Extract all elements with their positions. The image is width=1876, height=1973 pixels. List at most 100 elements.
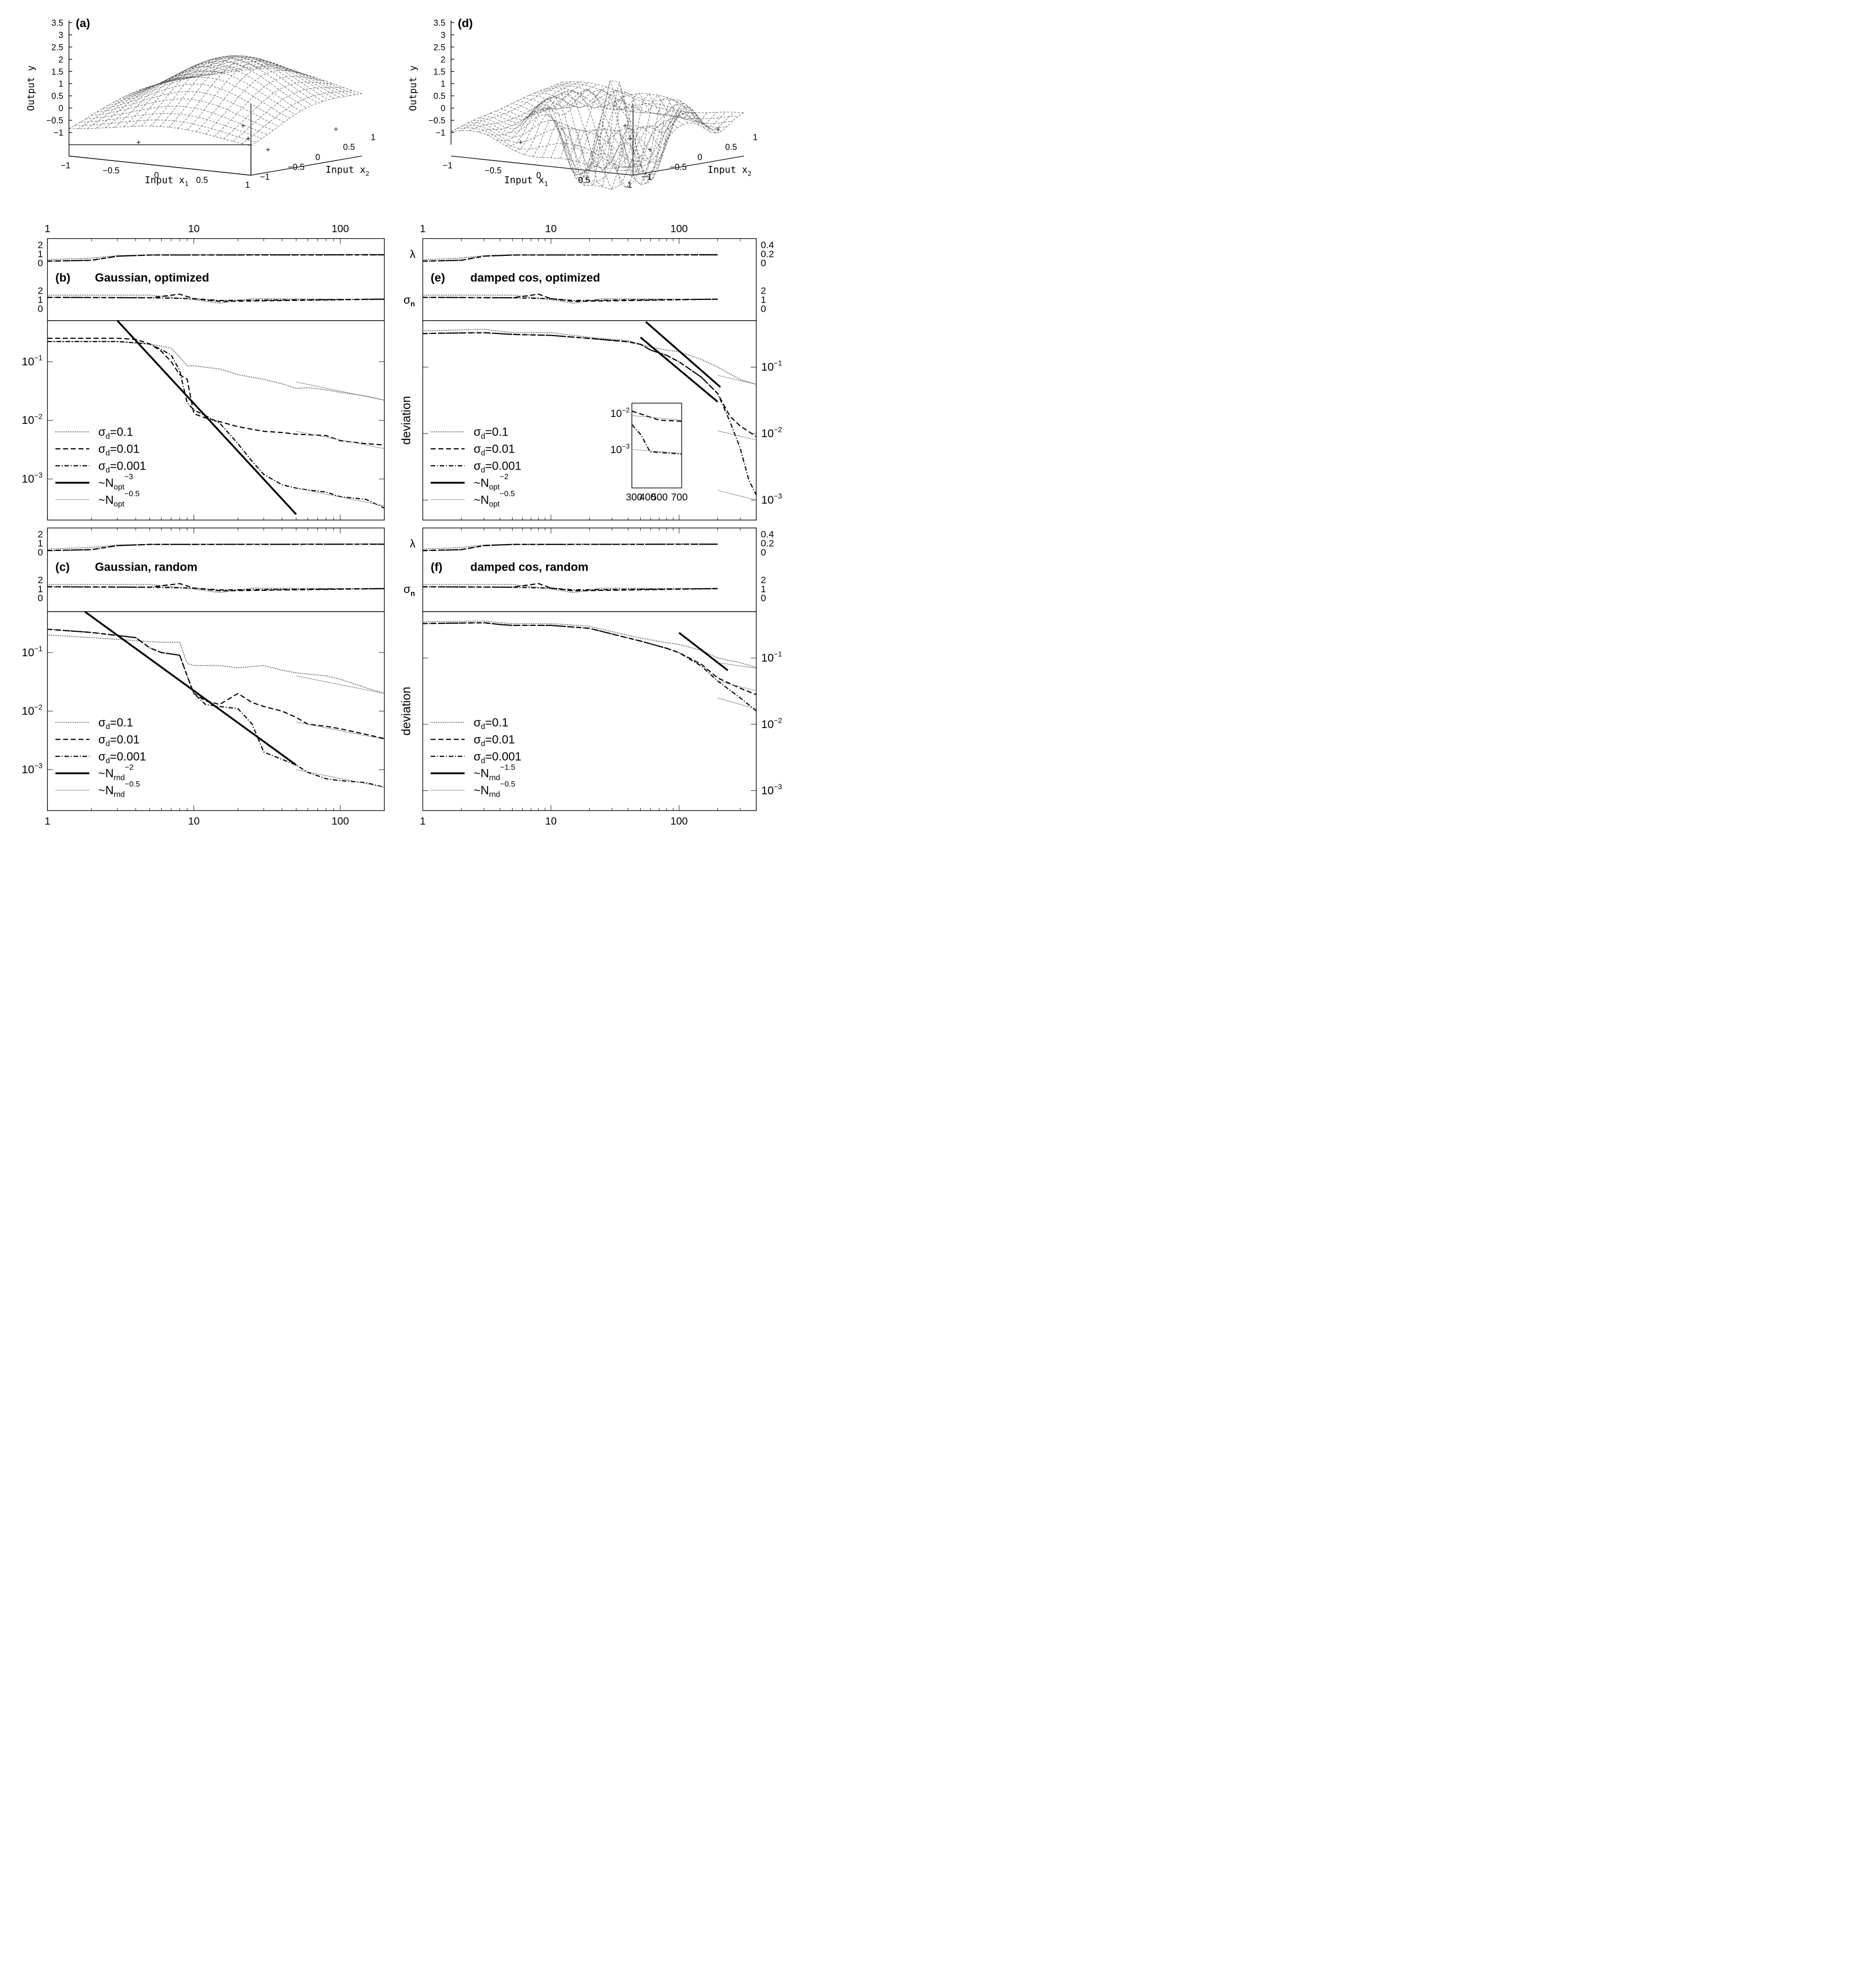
x-tick-label: 100: [671, 223, 688, 235]
mesh-line: [105, 73, 216, 128]
data-point: +: [246, 135, 250, 143]
mesh-line: [169, 55, 280, 128]
mesh-line: [596, 100, 708, 185]
lambda-tick-label: 1: [38, 248, 43, 259]
mesh-line: [500, 80, 683, 185]
mesh-line: [529, 89, 711, 132]
legend-sub: d: [106, 723, 110, 731]
x-tick-label: 100: [332, 816, 349, 827]
lambda-trace: [47, 254, 384, 262]
lambda-trace: [47, 254, 384, 261]
series-line: [679, 632, 728, 671]
legend-sub: d: [481, 757, 485, 765]
sigma-tick-label: 1: [761, 584, 766, 595]
mesh-line: [124, 61, 307, 108]
y-tick-exp: −2: [34, 413, 43, 421]
mesh-line: [113, 70, 296, 115]
inset-y-exp: −3: [622, 442, 630, 450]
series-line: [296, 381, 384, 401]
mesh-line: [587, 98, 699, 188]
panel-label: (d): [458, 16, 473, 30]
legend-sub: opt: [489, 500, 500, 508]
z-tick-label: 1: [441, 79, 446, 89]
x-tick-label: 100: [671, 816, 688, 827]
inset-x-tick-label: 700: [671, 491, 688, 503]
mesh-line: [490, 101, 672, 188]
panel-label: (c): [55, 561, 70, 574]
legend-label: σd=0.01: [474, 733, 515, 748]
z-tick-label: 3.5: [433, 18, 445, 28]
series-line: [717, 490, 757, 500]
mesh-line: [512, 90, 694, 178]
legend-sub: d: [481, 723, 485, 731]
x1-tick-label: 1: [245, 180, 250, 190]
legend-sub: rnd: [114, 791, 125, 799]
legend-rest: =0.001: [485, 750, 521, 763]
sigma-trace: [423, 297, 718, 302]
mesh-line: [174, 66, 357, 95]
x2-tick-label: −1: [642, 172, 651, 182]
x1-tick-label: −1: [443, 161, 453, 171]
lambda-trace: [47, 543, 384, 550]
inset-x-tick-label: 500: [651, 491, 668, 503]
mesh-line: [178, 57, 289, 129]
inset-frame: [631, 403, 682, 489]
sigma-sub: n: [411, 300, 415, 308]
sigma-trace: [423, 586, 718, 591]
lambda-tick-label: 1: [38, 538, 43, 549]
mesh-line: [232, 87, 344, 142]
series-line: [640, 337, 718, 403]
legend-sub: d: [106, 740, 110, 748]
x1-tick-label: −1: [61, 161, 70, 171]
z-tick-label: −1: [436, 128, 445, 138]
z-tick-label: 1: [58, 79, 63, 89]
x2-tick-label: 0: [698, 153, 702, 162]
data-point: +: [623, 122, 627, 130]
mesh-line: [91, 98, 273, 131]
y-tick-exp: −1: [34, 645, 43, 653]
y-tick-exp: −2: [34, 704, 43, 712]
lambda-tick-label: 0.2: [761, 248, 774, 259]
sigma-trace: [47, 297, 384, 302]
sigma-tick-label: 0: [761, 303, 766, 314]
x2-tick-label: −0.5: [670, 162, 687, 172]
inset-series: [632, 410, 682, 422]
legend-rest: =0.1: [485, 425, 508, 439]
data-point: +: [334, 126, 338, 134]
sigma-tick-label: 1: [38, 584, 43, 595]
sigma-sub: n: [411, 589, 415, 597]
lambda-tick-label: 2: [38, 239, 43, 250]
mesh-line: [163, 61, 346, 97]
series-line: [423, 329, 757, 385]
panel-title: damped cos, random: [470, 561, 588, 574]
legend-sub: d: [481, 740, 485, 748]
mesh-line: [560, 80, 672, 186]
y-tick-label: 10−1: [761, 360, 782, 373]
panel-label: (f): [431, 561, 442, 574]
inset-x-tick-label: 300: [626, 491, 642, 503]
mesh-line: [119, 65, 301, 112]
legend-sub: d: [106, 449, 110, 458]
z-tick-label: 0.5: [433, 91, 445, 101]
lambda-axis-label: λ: [410, 248, 416, 261]
legend-sup: −2: [125, 763, 133, 772]
x1-tick-label: 0.5: [196, 175, 208, 185]
z-axis-label: Output y: [26, 65, 37, 111]
legend-rest: =0.001: [110, 750, 146, 763]
lambda-tick-label: 0.2: [761, 538, 774, 549]
lambda-tick-label: 0.4: [761, 529, 774, 540]
series-line: [296, 431, 384, 449]
x-tick-label: 10: [545, 223, 557, 235]
mesh-line: [551, 93, 663, 187]
series-line: [645, 321, 721, 388]
x1-tick-label: −0.5: [103, 166, 120, 175]
x-tick-label: 100: [332, 223, 349, 235]
mesh-line: [605, 103, 717, 169]
lambda-tick-label: 0.4: [761, 239, 774, 250]
y-axis-label: deviation: [399, 687, 413, 735]
legend-rest: =0.1: [485, 716, 508, 729]
x-tick-label: 10: [545, 816, 557, 827]
mesh-line: [460, 81, 571, 131]
mesh-line: [456, 127, 639, 168]
x2-tick-label: 0: [315, 153, 320, 162]
